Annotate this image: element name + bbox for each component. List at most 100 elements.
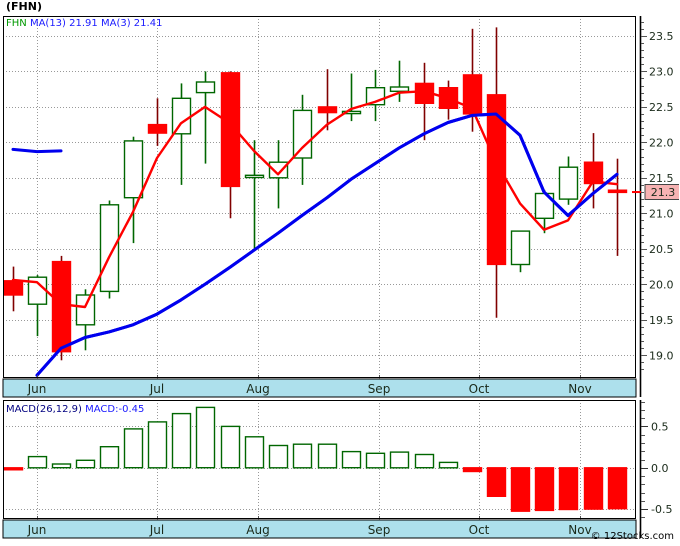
candlestick <box>317 69 338 131</box>
candlestick <box>244 140 265 251</box>
price-axis-label: 23.0 <box>649 65 674 78</box>
legend-ma-short-label: MA(3) <box>100 18 131 29</box>
x-axis-month-label: Sep <box>368 523 391 537</box>
candlestick <box>583 133 604 209</box>
candle-body <box>123 140 144 199</box>
macd-bar-positive <box>389 451 410 469</box>
macd-bar-negative <box>462 467 483 473</box>
candlestick <box>558 156 579 205</box>
last-price-tag-label: 21.3 <box>651 186 676 199</box>
candlestick <box>195 71 216 164</box>
candle-body <box>3 280 24 296</box>
ma-long-left-segment <box>11 147 63 154</box>
macd-bar-negative <box>534 467 555 512</box>
price-axis-label: 21.5 <box>649 172 674 185</box>
x-axis-month-label: Oct <box>469 523 490 537</box>
candlestick <box>123 136 144 244</box>
candlestick <box>486 27 507 318</box>
macd-bar-negative <box>583 467 604 510</box>
legend-ma-long-value: 21.91 <box>69 18 98 29</box>
price-panel-background <box>3 16 636 378</box>
candle-body <box>244 174 265 179</box>
macd-bar-positive <box>123 428 144 469</box>
macd-month-axis-band <box>2 519 637 539</box>
price-axis-label: 19.5 <box>649 314 674 327</box>
x-axis-month-label: Jul <box>149 382 164 396</box>
macd-bar-positive <box>414 453 435 469</box>
candlestick <box>510 230 531 273</box>
macd-bar-positive <box>195 406 216 469</box>
copyright-footer: © 12Stocks.com <box>590 531 674 542</box>
ma-short-line <box>11 89 619 309</box>
macd-bar-positive <box>220 425 241 469</box>
price-panel-border <box>3 16 636 378</box>
candlestick <box>27 275 48 337</box>
candle-body <box>147 123 168 134</box>
macd-axis-label: 0.5 <box>651 420 669 433</box>
macd-legend-value: MACD:-0.45 <box>85 404 145 415</box>
candle-body <box>292 109 313 159</box>
macd-bar-positive <box>51 463 72 469</box>
price-axis-label: 21.0 <box>649 207 674 220</box>
candlestick <box>389 60 410 102</box>
macd-bar-negative <box>607 467 628 510</box>
candlestick <box>414 62 435 141</box>
x-axis-month-label: Oct <box>469 382 490 396</box>
candle-body <box>268 161 289 179</box>
candle-body <box>510 230 531 266</box>
legend-ma-short-value: 21.41 <box>133 18 163 29</box>
macd-bar-positive <box>341 450 362 469</box>
price-legend: FHN MA(13) 21.91 MA(3) 21.41 <box>6 18 162 29</box>
macd-panel-border <box>3 400 636 519</box>
candle-body <box>558 166 579 200</box>
macd-bar-positive <box>171 412 192 469</box>
macd-axis-label: -0.5 <box>651 503 672 516</box>
macd-bar-positive <box>27 455 48 469</box>
x-axis-month-label: Nov <box>568 523 591 537</box>
candle-body <box>51 260 72 353</box>
macd-bar-positive <box>244 436 265 469</box>
candlestick <box>51 255 72 361</box>
candlestick <box>99 200 120 299</box>
macd-bar-negative <box>3 467 24 471</box>
price-axis-label: 20.5 <box>649 243 674 256</box>
x-axis-month-label: Jul <box>149 523 164 537</box>
candle-body <box>75 294 96 326</box>
candle-body <box>220 72 241 188</box>
candle-body <box>171 97 192 135</box>
x-axis-month-label: Jun <box>27 382 47 396</box>
legend-ma-long-label: MA(13) <box>29 18 66 29</box>
macd-bar-positive <box>438 461 459 469</box>
price-axis-label: 19.0 <box>649 349 674 362</box>
macd-axis-label: 0.0 <box>651 462 669 475</box>
page-title: (FHN) <box>6 0 42 13</box>
candlestick <box>292 94 313 185</box>
macd-bar-positive <box>365 452 386 469</box>
macd-bar-positive <box>99 446 120 469</box>
price-axis-label: 23.5 <box>649 30 674 43</box>
legend-symbol: FHN <box>6 18 27 29</box>
candlestick <box>75 289 96 351</box>
macd-bar-positive <box>317 443 338 469</box>
candle-body <box>583 161 604 185</box>
macd-legend: MACD(26,12,9) MACD:-0.45 <box>6 404 144 415</box>
candlestick <box>341 73 362 122</box>
macd-bar-positive <box>292 443 313 469</box>
macd-legend-label: MACD(26,12,9) <box>6 404 82 415</box>
macd-bar-positive <box>75 459 96 469</box>
price-axis-label: 22.0 <box>649 136 674 149</box>
last-price-tag-background <box>644 184 680 200</box>
candle-body <box>389 86 410 93</box>
candle-body <box>607 189 628 194</box>
macd-bar-negative <box>486 467 507 497</box>
ma-long-line-overlay <box>35 112 619 377</box>
x-axis-month-label: Aug <box>246 523 269 537</box>
candlestick <box>220 71 241 219</box>
macd-bar-negative <box>510 467 531 512</box>
macd-bar-positive <box>268 444 289 469</box>
x-axis-month-label: Jun <box>27 523 47 537</box>
price-axis-label: 22.5 <box>649 101 674 114</box>
macd-bar-positive <box>147 421 168 469</box>
